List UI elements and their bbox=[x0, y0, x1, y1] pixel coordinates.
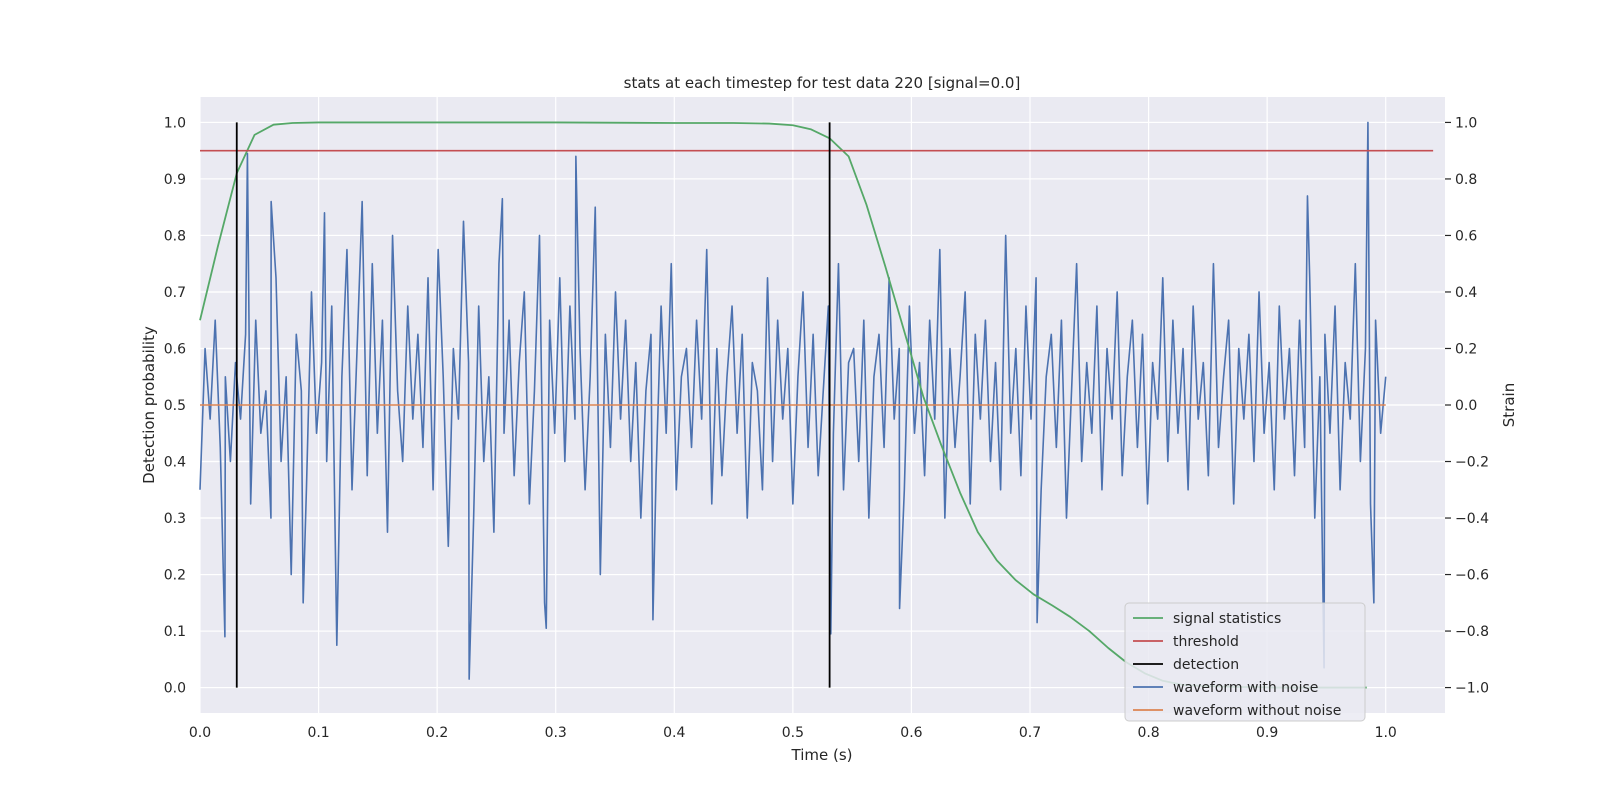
y-left-tick-label: 0.7 bbox=[164, 285, 186, 301]
y-right-axis-label: Strain bbox=[1500, 383, 1518, 427]
legend-label: threshold bbox=[1173, 634, 1239, 650]
x-tick-label: 0.5 bbox=[782, 725, 804, 741]
y-right-tick-label: 0.6 bbox=[1455, 228, 1477, 244]
legend-label: detection bbox=[1173, 657, 1239, 673]
x-tick-label: 0.4 bbox=[663, 725, 685, 741]
x-tick-label: 0.9 bbox=[1256, 725, 1278, 741]
legend-label: signal statistics bbox=[1173, 611, 1281, 627]
y-left-axis-ticks: 0.0 0.1 0.2 0.3 0.4 0.5 0.6 0.7 0.8 0.9 1.0 bbox=[164, 115, 186, 696]
y-right-tick-label: 0.8 bbox=[1455, 172, 1477, 188]
legend-label: waveform without noise bbox=[1173, 703, 1341, 719]
x-tick-label: 0.8 bbox=[1137, 725, 1159, 741]
y-right-tick-label: −0.2 bbox=[1455, 455, 1489, 471]
series-waveform-with-noise bbox=[199, 121, 1387, 680]
x-tick-label: 0.3 bbox=[545, 725, 567, 741]
y-right-axis-ticks: −1.0 −0.8 −0.6 −0.4 −0.2 0.0 0.2 0.4 0.6 0.8 1.0 bbox=[1445, 115, 1489, 697]
y-left-tick-label: 0.5 bbox=[164, 398, 186, 414]
y-right-tick-label: −0.6 bbox=[1455, 568, 1489, 584]
y-right-tick-label: −0.8 bbox=[1455, 624, 1489, 640]
x-tick-label: 0.0 bbox=[189, 725, 211, 741]
legend-frame bbox=[1124, 602, 1366, 722]
y-right-tick-label: 0.0 bbox=[1455, 398, 1477, 414]
y-left-tick-label: 1.0 bbox=[164, 115, 186, 131]
y-left-tick-label: 0.2 bbox=[164, 568, 186, 584]
y-left-tick-label: 0.6 bbox=[164, 341, 186, 357]
x-tick-label: 0.6 bbox=[900, 725, 922, 741]
y-right-tick-label: 1.0 bbox=[1455, 115, 1477, 131]
y-left-tick-label: 0.9 bbox=[164, 172, 186, 188]
y-left-tick-label: 0.1 bbox=[164, 624, 186, 640]
y-left-tick-label: 0.3 bbox=[164, 511, 186, 527]
x-tick-label: 1.0 bbox=[1375, 725, 1397, 741]
y-right-tick-label: 0.2 bbox=[1455, 341, 1477, 357]
y-right-tick-label: −0.4 bbox=[1455, 511, 1489, 527]
y-left-axis-label: Detection probability bbox=[140, 326, 158, 484]
x-axis-ticks: 0.0 0.1 0.2 0.3 0.4 0.5 0.6 0.7 0.8 0.9 1.0 bbox=[189, 725, 1397, 741]
y-right-tick-label: 0.4 bbox=[1455, 285, 1477, 301]
x-tick-label: 0.7 bbox=[1019, 725, 1041, 741]
y-left-tick-label: 0.0 bbox=[164, 681, 186, 697]
legend: signal statistics threshold detection wavef… bbox=[1124, 602, 1366, 722]
x-tick-label: 0.2 bbox=[426, 725, 448, 741]
legend-label: waveform with noise bbox=[1173, 680, 1318, 696]
x-tick-label: 0.1 bbox=[307, 725, 329, 741]
x-axis-label: Time (s) bbox=[791, 746, 853, 764]
y-right-tick-label: −1.0 bbox=[1455, 681, 1489, 697]
y-left-tick-label: 0.8 bbox=[164, 228, 186, 244]
y-left-tick-label: 0.4 bbox=[164, 455, 186, 471]
chart-title: stats at each timestep for test data 220… bbox=[624, 74, 1021, 92]
